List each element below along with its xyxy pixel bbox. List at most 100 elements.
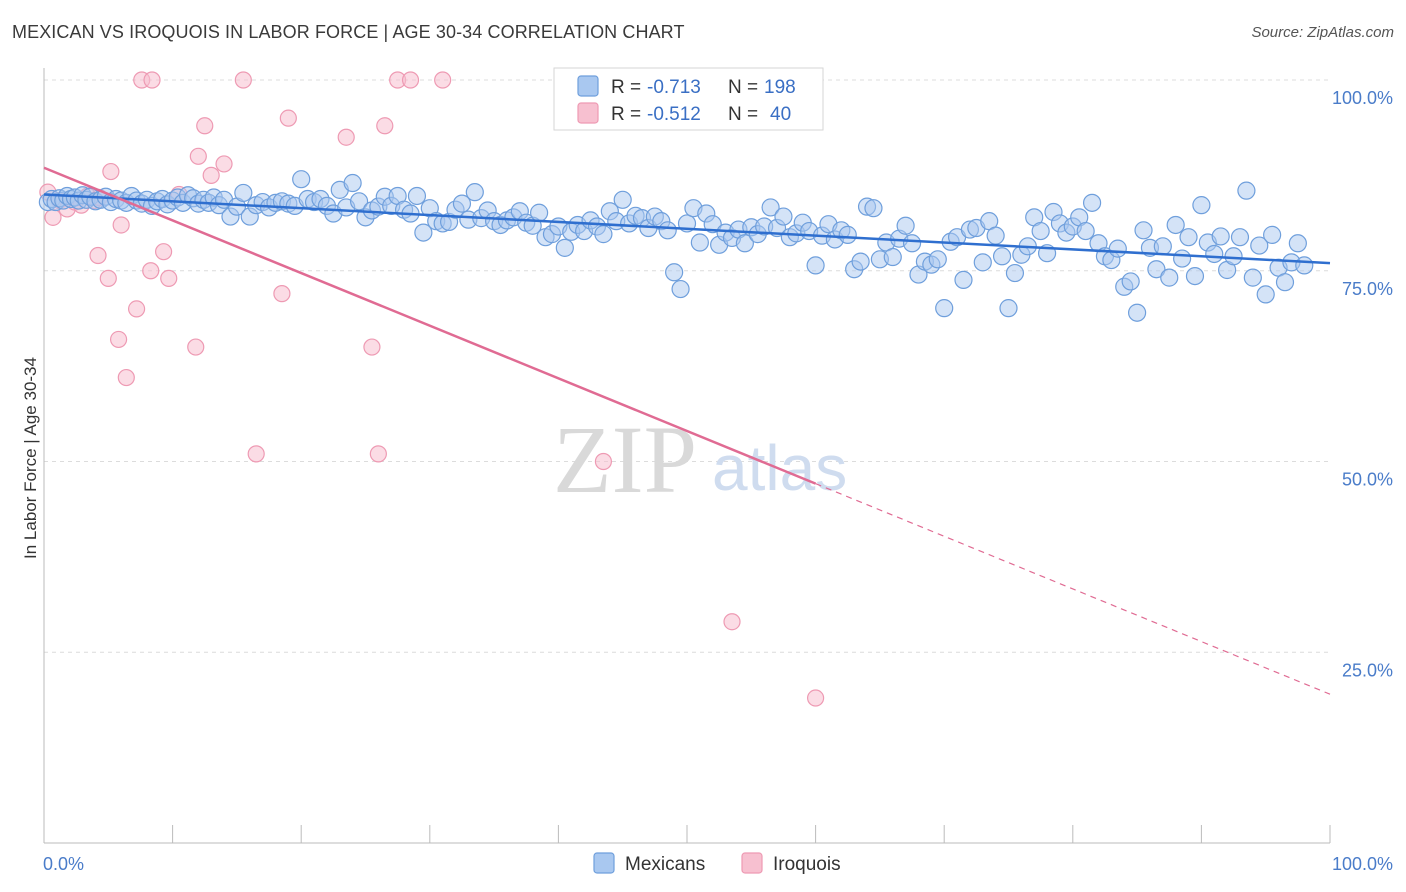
iroquois-trend-extension [815,483,1331,695]
trend-lines [43,166,1331,695]
mexican-point-197 [1243,268,1262,287]
y-tick-label-3: 100.0% [1332,88,1393,108]
mexican-point-159 [999,299,1018,318]
mexican-point-141 [883,247,902,267]
x-tick-label-min: 0.0% [43,854,84,874]
mexican-point-58 [349,192,369,211]
iroquois-point-34 [376,117,394,135]
bottom-legend-swatch-mexicans [593,852,615,874]
mexican-point-76 [465,183,484,202]
mexican-point-160 [1005,263,1025,283]
stats-legend-box [553,67,824,131]
mexican-point-143 [896,216,915,235]
mexican-point-106 [658,221,677,240]
mexican-point-171 [1076,221,1095,241]
bottom-legend-label-mexicans: Mexicans [625,854,705,875]
mexican-point-67 [407,186,427,206]
mexican-point-149 [935,299,954,318]
legend-n-value-mexicans: 198 [764,77,796,98]
iroquois-point-9 [89,246,107,265]
mexican-point-158 [992,247,1012,266]
mexican-point-189 [1192,196,1211,215]
bottom-legend: Mexicans Iroquois [593,852,841,875]
mexican-point-129 [806,256,825,275]
mexican-point-148 [928,250,947,269]
mexican-point-200 [1263,225,1282,244]
mexican-point-195 [1230,228,1250,247]
mexican-point-199 [1256,285,1275,304]
mexican-point-205 [1295,256,1314,275]
mexican-point-202 [1275,273,1295,292]
mexican-point-111 [690,233,709,252]
mexican-point-192 [1211,227,1230,246]
iroquois-points [39,71,825,707]
iroquois-point-40 [806,689,825,707]
mexican-point-99 [613,190,632,209]
legend-r-label-iroquois: R = [611,104,641,125]
mexican-point-185 [1166,215,1185,235]
iroquois-point-25 [202,166,220,184]
mexican-point-86 [530,203,549,222]
legend-r-value-iroquois: -0.512 [647,104,701,125]
mexican-point-179 [1127,303,1147,322]
x-tick-labels: 0.0% 100.0% [43,854,1393,874]
mexican-point-49 [292,170,311,189]
iroquois-point-17 [143,71,161,89]
iroquois-point-39 [723,613,741,631]
mexican-point-96 [594,225,613,244]
legend-swatch-iroquois [577,102,599,124]
legend-r-value-mexicans: -0.713 [647,77,701,98]
iroquois-point-26 [215,155,233,173]
iroquois-point-22 [187,338,205,356]
iroquois-point-27 [234,71,252,89]
iroquois-point-12 [109,330,128,349]
mexican-point-57 [343,173,362,193]
mexican-point-182 [1147,260,1166,279]
mexican-trend-line [43,193,1331,265]
iroquois-point-38 [594,452,613,471]
x-tick-label-max: 100.0% [1332,854,1393,874]
iroquois-point-33 [369,445,387,463]
mexican-point-191 [1205,244,1224,264]
mexican-point-188 [1185,266,1205,286]
mexican-point-74 [452,194,472,213]
mexican-point-198 [1250,236,1269,255]
iroquois-point-30 [279,109,297,127]
y-tick-label-1: 50.0% [1342,470,1393,490]
bottom-legend-swatch-iroquois [741,852,763,874]
mexican-point-122 [761,198,780,217]
chart-source: Source: ZipAtlas.com [1251,24,1394,41]
y-axis-title: In Labor Force | Age 30-34 [21,357,40,559]
mexican-point-118 [735,234,754,253]
legend-n-label-mexicans: N = [728,77,758,98]
legend-n-label-iroquois: N = [728,104,758,125]
iroquois-point-24 [196,117,214,135]
mexican-point-113 [703,215,722,234]
mexican-point-196 [1237,181,1256,200]
iroquois-trend-line [43,166,817,485]
mexican-points [38,170,1314,322]
gridlines [44,79,1330,653]
iroquois-point-15 [127,300,146,318]
iroquois-point-28 [247,445,265,463]
mexican-point-186 [1173,249,1192,268]
mexican-point-164 [1031,221,1050,241]
iroquois-point-29 [273,285,291,303]
mexican-point-204 [1288,234,1307,253]
legend-r-label-mexicans: R = [611,77,641,98]
mexican-point-152 [954,270,973,290]
y-tick-label-0: 25.0% [1342,660,1393,680]
iroquois-point-10 [99,269,117,287]
watermark: ZIP atlas [553,406,847,513]
iroquois-point-1 [44,208,62,226]
mexican-point-157 [986,226,1005,245]
iroquois-point-13 [112,216,130,234]
iroquois-point-19 [154,243,173,261]
iroquois-point-20 [160,269,178,287]
mexican-point-194 [1224,247,1243,266]
mexican-point-40 [234,183,253,203]
mexican-point-155 [973,253,992,272]
mexican-point-90 [555,238,574,257]
chart-title: MEXICAN VS IROQUOIS IN LABOR FORCE | AGE… [12,22,685,42]
